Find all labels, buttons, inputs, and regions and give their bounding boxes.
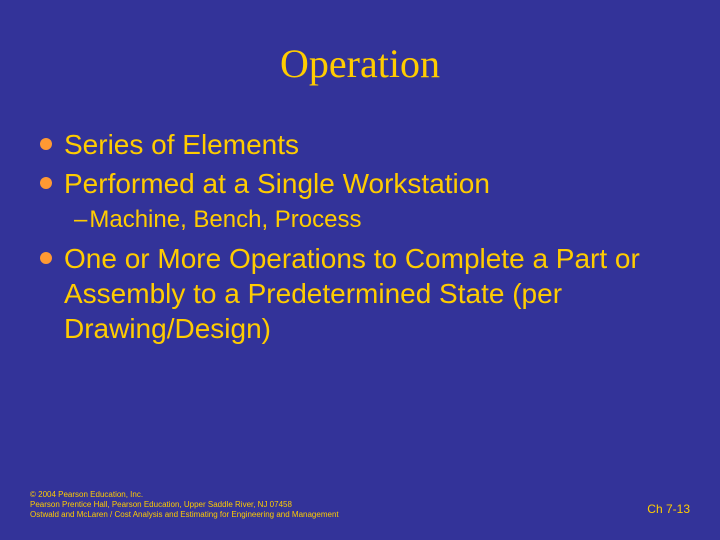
bullet-item: Series of Elements [40,127,680,162]
sub-bullet-item: – Machine, Bench, Process [74,205,680,235]
bullet-item: One or More Operations to Complete a Par… [40,241,680,346]
dash-icon: – [74,205,87,235]
slide: Operation Series of Elements Performed a… [0,0,720,540]
bullet-icon [40,252,52,264]
slide-body: Series of Elements Performed at a Single… [40,127,680,346]
footer-line: © 2004 Pearson Education, Inc. [30,490,339,500]
bullet-item: Performed at a Single Workstation [40,166,680,201]
bullet-text: Series of Elements [64,127,680,162]
bullet-icon [40,177,52,189]
sub-bullet-text: Machine, Bench, Process [89,205,361,235]
bullet-icon [40,138,52,150]
footer-copyright: © 2004 Pearson Education, Inc. Pearson P… [30,490,339,520]
footer-line: Ostwald and McLaren / Cost Analysis and … [30,510,339,520]
footer-line: Pearson Prentice Hall, Pearson Education… [30,500,339,510]
slide-title: Operation [40,40,680,87]
bullet-text: One or More Operations to Complete a Par… [64,241,680,346]
bullet-text: Performed at a Single Workstation [64,166,680,201]
page-number: Ch 7-13 [647,502,690,516]
